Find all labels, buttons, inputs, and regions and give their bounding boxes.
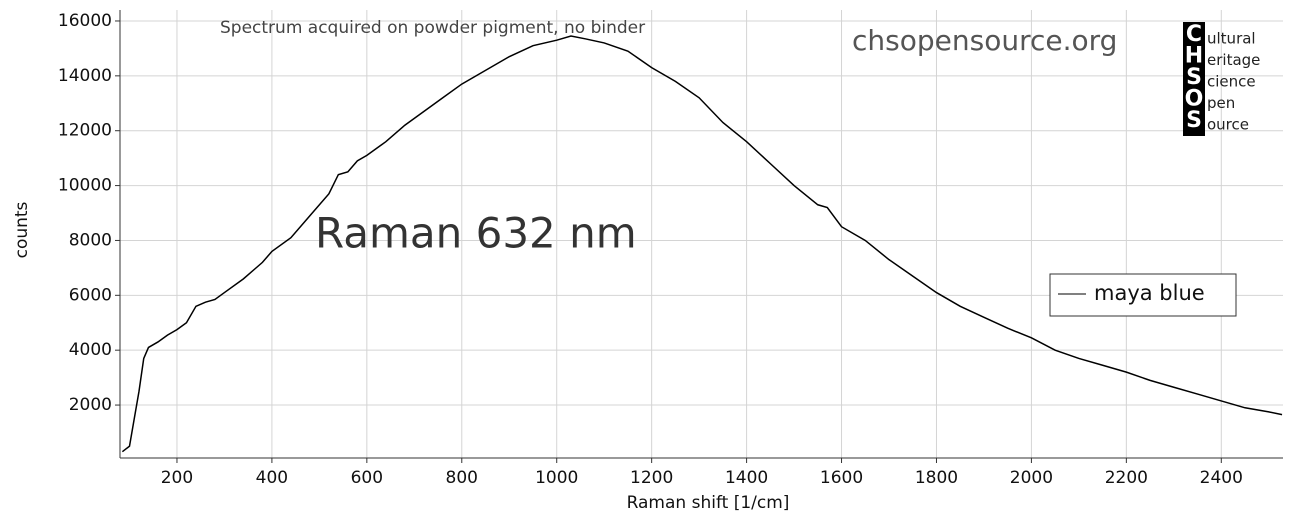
x-tick-label: 2000 xyxy=(1010,468,1053,488)
y-tick-label: 6000 xyxy=(69,285,112,305)
x-axis-label: Raman shift [1/cm] xyxy=(627,493,790,513)
annotation: chsopensource.org xyxy=(852,24,1117,57)
x-tick-label: 1600 xyxy=(820,468,863,488)
logo-letter: H xyxy=(1185,44,1203,69)
annotation: Raman 632 nm xyxy=(315,209,637,258)
y-tick-label: 4000 xyxy=(69,340,112,360)
x-tick-label: 1000 xyxy=(535,468,578,488)
x-tick-label: 600 xyxy=(351,468,383,488)
logo-bar xyxy=(1183,22,1205,136)
y-tick-label: 8000 xyxy=(69,230,112,250)
logo-word: ource xyxy=(1207,116,1249,134)
logo-word: eritage xyxy=(1207,51,1260,69)
y-tick-label: 10000 xyxy=(58,176,112,196)
x-tick-label: 200 xyxy=(161,468,193,488)
logo-word: cience xyxy=(1207,73,1256,91)
legend-label: maya blue xyxy=(1094,281,1205,305)
y-tick-label: 14000 xyxy=(58,66,112,86)
y-tick-label: 12000 xyxy=(58,121,112,141)
y-axis-label: counts xyxy=(12,201,32,258)
x-tick-label: 2400 xyxy=(1200,468,1243,488)
logo-letter: C xyxy=(1186,22,1202,47)
x-tick-label: 400 xyxy=(256,468,288,488)
x-tick-label: 1400 xyxy=(725,468,768,488)
data-line xyxy=(121,35,1283,453)
logo-letter: S xyxy=(1186,108,1202,133)
annotation: Spectrum acquired on powder pigment, no … xyxy=(220,18,645,38)
logo-word: ultural xyxy=(1207,30,1256,48)
x-tick-label: 800 xyxy=(446,468,478,488)
logo-letter: S xyxy=(1186,65,1202,90)
logo-letter: O xyxy=(1185,87,1204,112)
x-tick-label: 1800 xyxy=(915,468,958,488)
logo-word: pen xyxy=(1207,94,1235,112)
x-tick-label: 2200 xyxy=(1105,468,1148,488)
y-tick-label: 2000 xyxy=(69,395,112,415)
x-tick-label: 1200 xyxy=(630,468,673,488)
legend: maya blue xyxy=(1058,281,1205,305)
legend-box xyxy=(1049,273,1237,317)
y-tick-label: 16000 xyxy=(58,11,112,31)
